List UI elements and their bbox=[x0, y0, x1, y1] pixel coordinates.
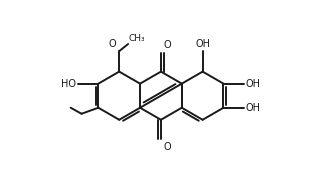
Text: O: O bbox=[109, 39, 116, 49]
Text: OH: OH bbox=[246, 103, 261, 113]
Text: O: O bbox=[164, 142, 171, 152]
Text: CH₃: CH₃ bbox=[129, 34, 145, 43]
Text: OH: OH bbox=[246, 79, 261, 89]
Text: HO: HO bbox=[61, 79, 76, 89]
Text: OH: OH bbox=[195, 39, 210, 49]
Text: O: O bbox=[164, 40, 171, 50]
